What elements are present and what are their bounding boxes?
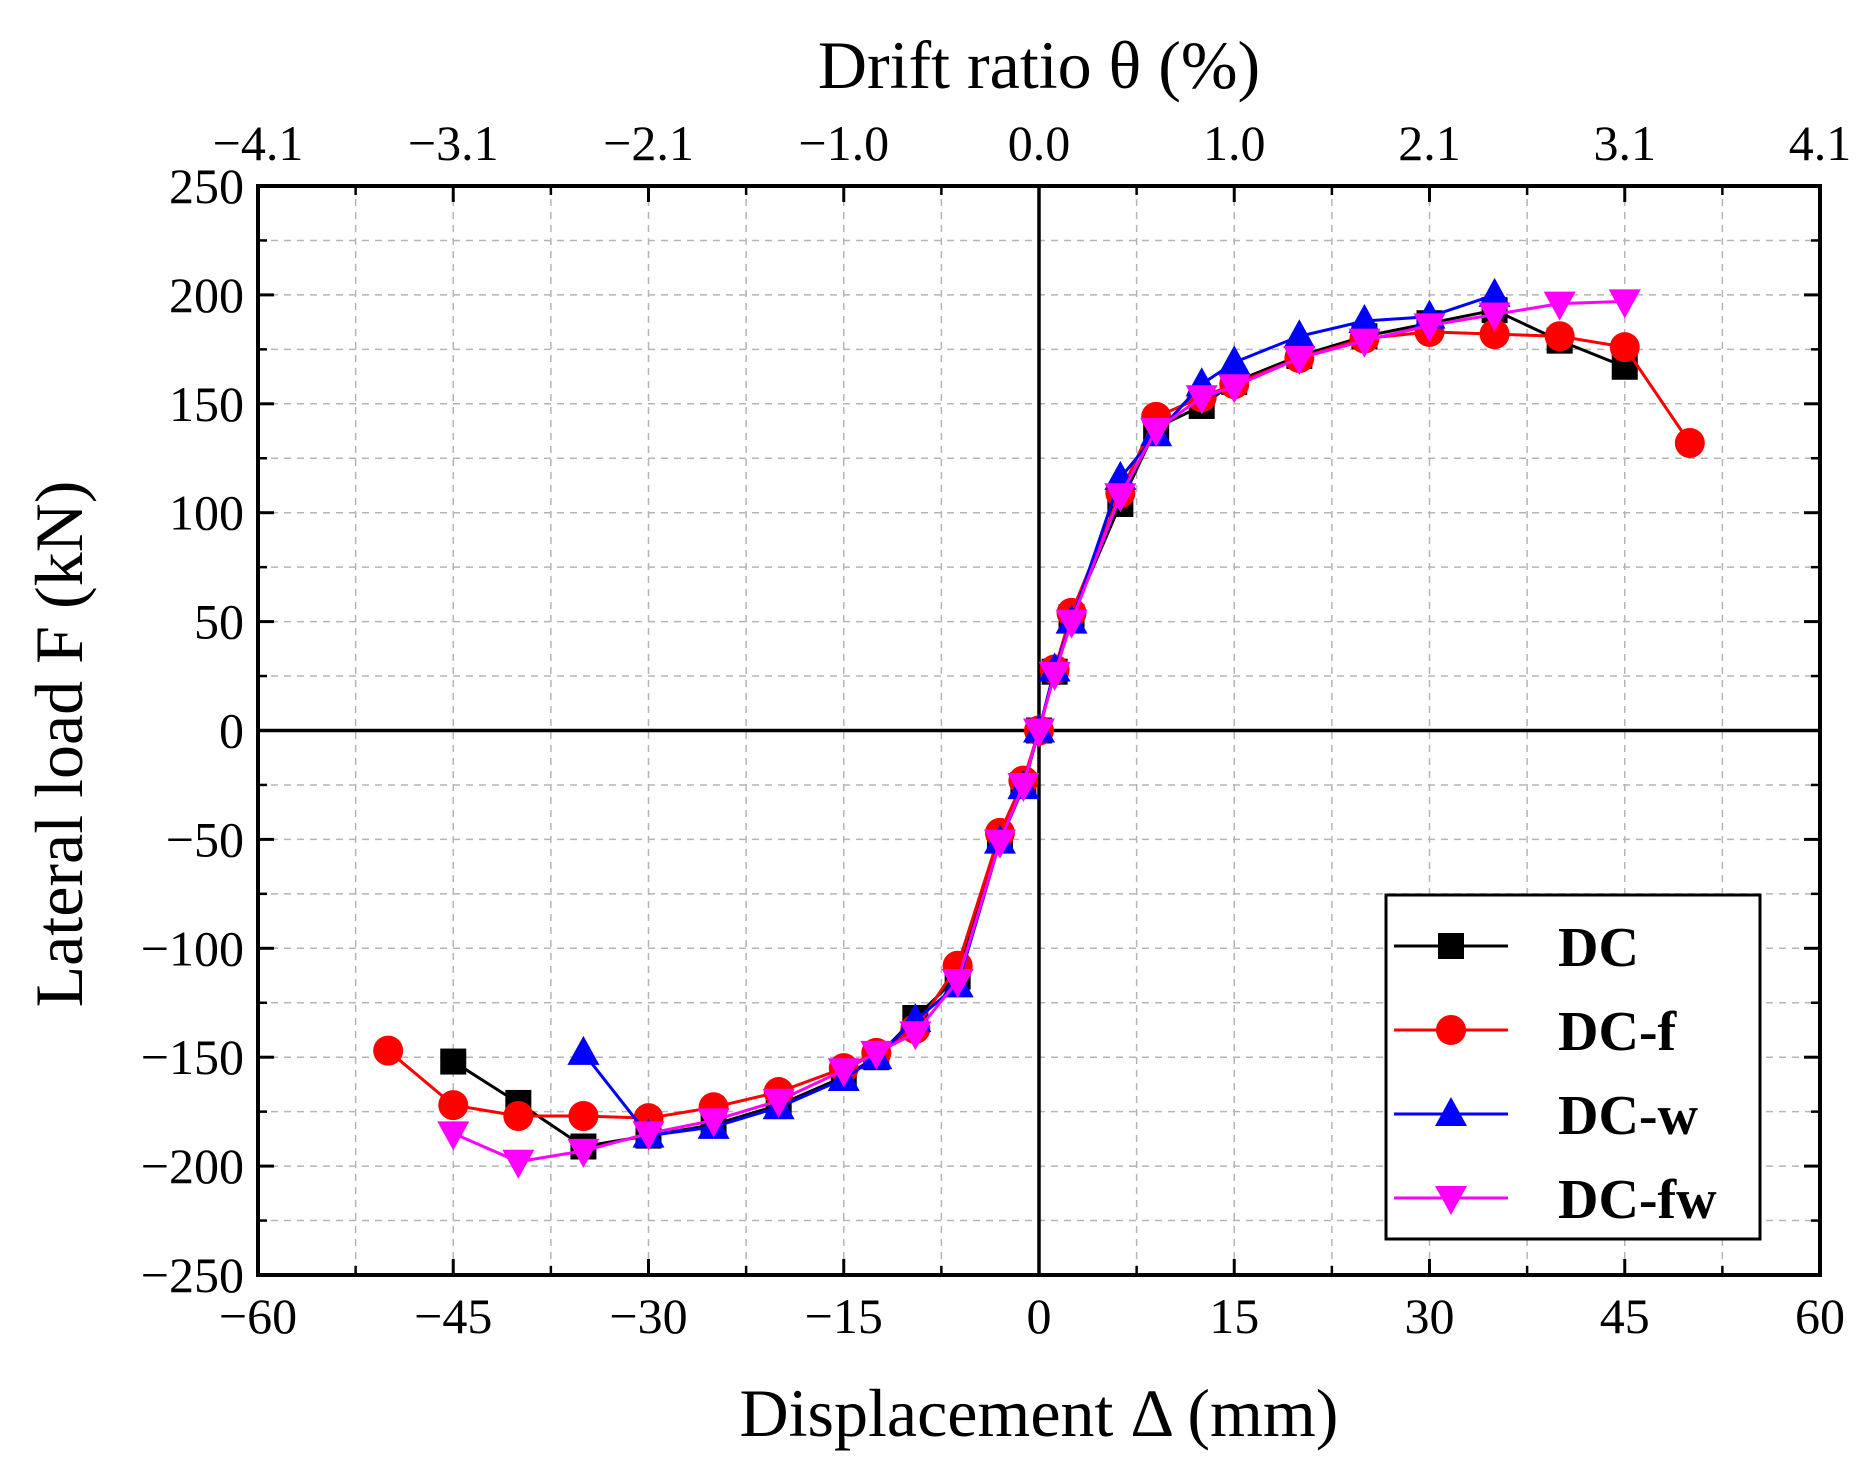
legend-marker [1436, 1015, 1466, 1045]
y-tick-label: 100 [169, 485, 244, 541]
data-point [1478, 277, 1511, 307]
x-tick-label: 15 [1209, 1288, 1259, 1344]
y-tick-label: 150 [169, 376, 244, 432]
data-point [1609, 332, 1640, 363]
x-tick-label: 60 [1795, 1288, 1845, 1344]
data-point [1348, 328, 1381, 358]
data-point [1479, 319, 1510, 350]
y-tick-label: −250 [141, 1247, 244, 1303]
x-tick-label: 30 [1405, 1288, 1455, 1344]
legend-item: DC [1394, 917, 1639, 979]
x2-tick-label: 1.0 [1203, 115, 1266, 171]
data-point [502, 1149, 535, 1179]
data-point [941, 968, 974, 998]
x2-tick-label: 0.0 [1008, 115, 1071, 171]
data-point [1608, 289, 1641, 319]
x2-tick-label: 3.1 [1594, 115, 1657, 171]
legend: DC DC-f DC-w DC-fw [1384, 893, 1762, 1241]
x2-tick-label: −2.1 [603, 115, 694, 171]
legend-marker [1435, 1186, 1467, 1215]
data-point [503, 1101, 534, 1132]
left-axis-title: Lateral load F (kN) [21, 481, 97, 1008]
data-point [1218, 374, 1251, 404]
x-tick-label: 45 [1600, 1288, 1650, 1344]
legend-label: DC-f [1558, 1001, 1678, 1063]
y-tick-label: 50 [194, 594, 244, 650]
y-tick-label: 250 [169, 158, 244, 214]
y-tick-label: 200 [169, 267, 244, 323]
x2-tick-label: −3.1 [408, 115, 499, 171]
x2-tick-label: 2.1 [1398, 115, 1461, 171]
legend-marker [1438, 933, 1464, 959]
data-point [1413, 313, 1446, 343]
data-point [1543, 291, 1576, 321]
x-tick-label: −15 [805, 1288, 883, 1344]
y-tick-label: −200 [141, 1138, 244, 1194]
legend-item: DC-fw [1394, 1169, 1717, 1231]
data-point [899, 1021, 932, 1051]
data-point [1104, 483, 1137, 513]
legend-label: DC-w [1558, 1085, 1699, 1147]
bottom-axis-title: Displacement Δ (mm) [740, 1375, 1339, 1451]
data-point [860, 1040, 893, 1070]
y-tick-label: −150 [141, 1029, 244, 1085]
data-point [1283, 346, 1316, 376]
data-point [1283, 319, 1316, 349]
data-point [1544, 321, 1575, 352]
series-dc-fw [437, 289, 1641, 1179]
data-point [437, 1121, 470, 1151]
legend-marker [1435, 1097, 1467, 1126]
data-point [438, 1090, 469, 1121]
data-point [632, 1121, 665, 1151]
y-tick-label: −50 [166, 811, 244, 867]
x-tick-label: −30 [609, 1288, 687, 1344]
data-point [1140, 417, 1173, 447]
data-point [983, 829, 1016, 859]
tick-labels: −60 −45 −30 −15 0 15 30 45 60−4.1 −3.1 −2.1 −1.0 0.0… [141, 115, 1851, 1344]
data-point [440, 1048, 467, 1075]
data-point [1055, 609, 1088, 639]
data-point [1185, 385, 1218, 415]
legend-item: DC-w [1394, 1085, 1699, 1147]
y-tick-label: −100 [141, 920, 244, 976]
x-tick-label: −60 [219, 1288, 297, 1344]
legend-label: DC-fw [1558, 1169, 1717, 1231]
x2-tick-label: −1.0 [798, 115, 889, 171]
data-point [567, 1035, 600, 1065]
data-point [1478, 302, 1511, 332]
legend-item: DC-f [1394, 1001, 1678, 1063]
series-layer [373, 277, 1705, 1179]
data-point [1218, 345, 1251, 375]
data-point [827, 1058, 860, 1088]
legend-label: DC [1558, 917, 1639, 979]
data-point [567, 1138, 600, 1168]
x2-tick-label: 4.1 [1789, 115, 1852, 171]
data-point [1038, 661, 1071, 691]
data-point [568, 1101, 599, 1132]
y-tick-label: 0 [219, 703, 244, 759]
data-point [1348, 304, 1381, 334]
data-point [373, 1035, 404, 1066]
data-point [762, 1088, 795, 1118]
x-tick-label: 0 [1027, 1288, 1052, 1344]
data-point [1007, 772, 1040, 802]
x2-tick-label: −4.1 [213, 115, 304, 171]
data-point [697, 1108, 730, 1138]
data-point [1023, 718, 1055, 748]
data-point [1674, 428, 1705, 459]
x-tick-label: −45 [414, 1288, 492, 1344]
top-axis-title: Drift ratio θ (%) [818, 27, 1260, 103]
